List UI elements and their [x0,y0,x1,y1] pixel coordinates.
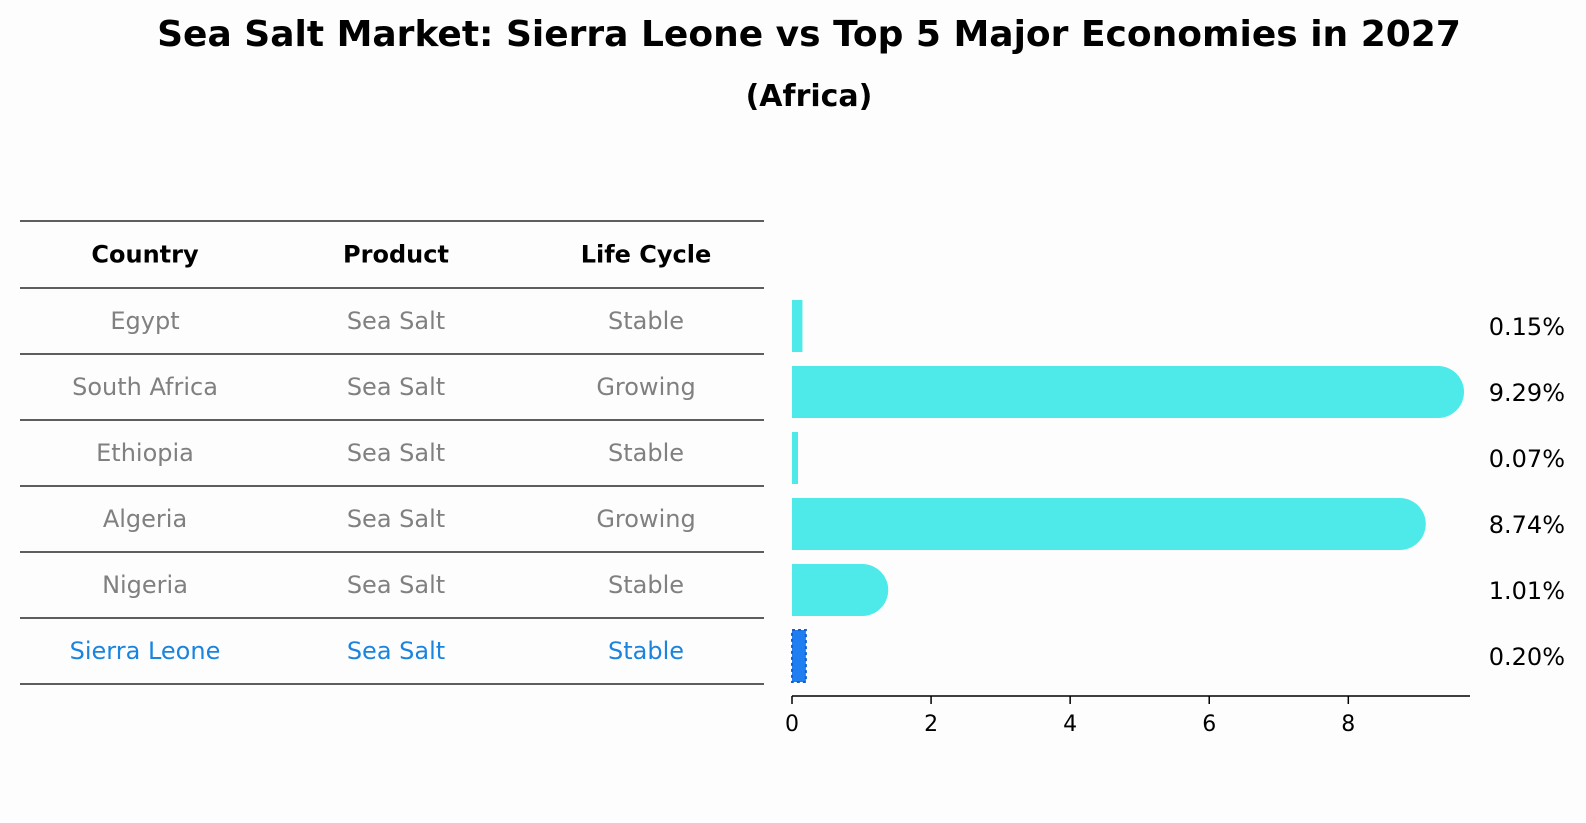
cell-product-egypt: Sea Salt [347,307,445,335]
value-label-south-africa: 9.29% [1489,379,1565,407]
cell-life-cycle-egypt: Stable [608,307,684,335]
x-tick-label-2: 2 [924,712,938,737]
value-label-algeria: 8.74% [1489,511,1565,539]
value-label-nigeria: 1.01% [1489,577,1565,605]
value-label-sierra-leone: 0.20% [1489,643,1565,671]
bar-ethiopia [792,432,798,484]
x-axis: 0 2 4 6 8 [785,695,1470,737]
x-tick-label-0: 0 [785,712,799,737]
cell-life-cycle-ethiopia: Stable [608,439,684,467]
cell-product-nigeria: Sea Salt [347,571,445,599]
bar-egypt [792,300,803,352]
header-life-cycle: Life Cycle [581,241,712,269]
cell-country-algeria: Algeria [103,505,187,533]
bar-nigeria [792,564,889,616]
cell-product-south-africa: Sea Salt [347,373,445,401]
cell-product-ethiopia: Sea Salt [347,439,445,467]
chart-subtitle: (Africa) [745,79,873,114]
header-product: Product [343,241,449,269]
cell-product-algeria: Sea Salt [347,505,445,533]
header-country: Country [91,241,199,269]
bar-sierra-leone [791,629,807,683]
value-label-ethiopia: 0.07% [1489,445,1565,473]
cell-life-cycle-south-africa: Growing [596,373,695,401]
x-tick-label-8: 8 [1341,712,1355,737]
value-label-egypt: 0.15% [1489,313,1565,341]
bar-algeria [792,498,1426,550]
cell-country-south-africa: South Africa [72,373,218,401]
cell-country-nigeria: Nigeria [102,571,188,599]
chart-title: Sea Salt Market: Sierra Leone vs Top 5 M… [157,14,1461,55]
data-table: Country Product Life Cycle Egypt Sea Salt Sta… [20,220,764,685]
x-tick-label-4: 4 [1063,712,1077,737]
cell-product-sierra-leone: Sea Salt [347,637,445,665]
bar-plot [791,300,1465,683]
value-labels: 0.15% 9.29% 0.07% 8.74% 1.01% 0.20% [1489,313,1565,671]
cell-country-sierra-leone: Sierra Leone [70,637,221,665]
cell-life-cycle-nigeria: Stable [608,571,684,599]
cell-life-cycle-sierra-leone: Stable [608,637,684,665]
cell-country-egypt: Egypt [110,307,179,335]
x-tick-label-6: 6 [1202,712,1216,737]
cell-life-cycle-algeria: Growing [596,505,695,533]
cell-country-ethiopia: Ethiopia [96,439,194,467]
bar-south-africa [792,366,1465,418]
